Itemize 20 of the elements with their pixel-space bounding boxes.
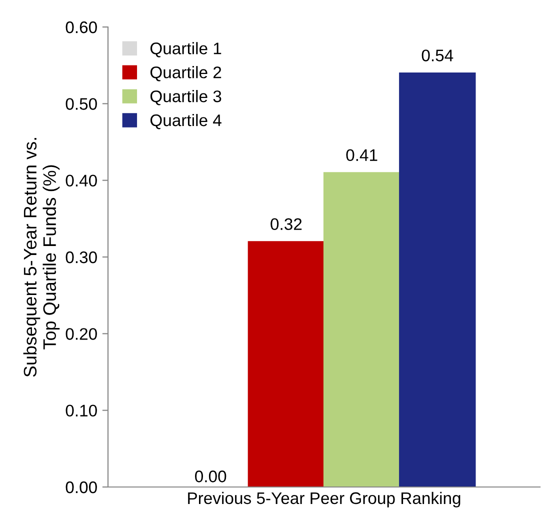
y-tick-label: 0.20 xyxy=(66,328,97,340)
legend-label: Quartile 4 xyxy=(150,114,222,130)
x-tick-label: Previous 5-Year Peer Group Ranking xyxy=(188,492,460,508)
bar xyxy=(323,172,400,487)
bar xyxy=(399,72,476,487)
legend-label: Quartile 1 xyxy=(150,42,222,58)
data-label: 0.41 xyxy=(346,149,378,162)
legend-label: Quartile 2 xyxy=(150,66,222,82)
data-label: 0.00 xyxy=(195,470,226,482)
bar xyxy=(248,241,325,487)
y-tick-label: 0.10 xyxy=(66,404,97,417)
y-tick-label: 0.50 xyxy=(66,98,97,110)
y-tick-label: 0.30 xyxy=(66,251,97,264)
y-tick-label: 0.00 xyxy=(66,481,97,494)
data-label: 0.32 xyxy=(270,218,302,230)
y-tick-label: 0.60 xyxy=(66,21,97,34)
legend-label: Quartile 3 xyxy=(150,90,222,106)
data-label: 0.54 xyxy=(422,50,454,62)
y-tick-label: 0.40 xyxy=(66,174,97,187)
y-axis-title: Subsequent 5-Year Return vs. Top Quartile Funds (%) xyxy=(23,138,60,377)
